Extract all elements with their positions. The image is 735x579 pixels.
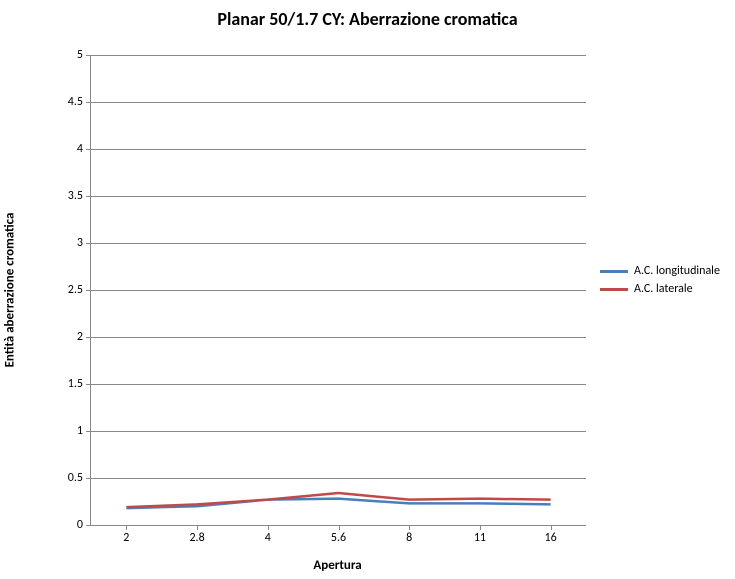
- y-tick-label: 1: [77, 424, 83, 438]
- gridline-h: [91, 102, 586, 103]
- gridline-h: [91, 243, 586, 244]
- chart-container: Planar 50/1.7 CY: Aberrazione cromatica …: [0, 0, 735, 579]
- legend: A.C. longitudinale A.C. laterale: [600, 260, 720, 300]
- chart-title: Planar 50/1.7 CY: Aberrazione cromatica: [0, 8, 735, 30]
- x-tick-mark: [197, 525, 198, 530]
- x-tick-mark: [480, 525, 481, 530]
- x-tick-mark: [339, 525, 340, 530]
- y-tick-label: 4.5: [68, 95, 83, 109]
- y-tick-mark: [86, 525, 91, 526]
- y-tick-mark: [86, 149, 91, 150]
- y-tick-mark: [86, 55, 91, 56]
- y-tick-label: 5: [77, 48, 83, 62]
- y-axis-label: Entità aberrazione cromatica: [3, 212, 18, 367]
- x-tick-label: 8: [406, 531, 412, 545]
- x-tick-label: 11: [474, 531, 486, 545]
- y-tick-mark: [86, 196, 91, 197]
- gridline-h: [91, 384, 586, 385]
- y-tick-mark: [86, 384, 91, 385]
- y-tick-mark: [86, 431, 91, 432]
- gridline-h: [91, 55, 586, 56]
- x-tick-mark: [551, 525, 552, 530]
- gridline-h: [91, 149, 586, 150]
- legend-item: A.C. laterale: [600, 282, 720, 296]
- legend-item: A.C. longitudinale: [600, 264, 720, 278]
- y-tick-label: 2: [77, 330, 83, 344]
- x-tick-mark: [126, 525, 127, 530]
- y-tick-label: 3: [77, 236, 83, 250]
- x-tick-label: 16: [545, 531, 557, 545]
- legend-swatch: [600, 288, 628, 291]
- y-tick-label: 0: [77, 518, 83, 532]
- y-tick-mark: [86, 290, 91, 291]
- gridline-h: [91, 290, 586, 291]
- plot-area: 00.511.522.533.544.5522.845.681116: [90, 55, 586, 526]
- x-tick-label: 2: [123, 531, 129, 545]
- y-tick-label: 3.5: [68, 189, 83, 203]
- y-tick-label: 0.5: [68, 471, 83, 485]
- x-tick-mark: [268, 525, 269, 530]
- y-tick-mark: [86, 337, 91, 338]
- x-tick-label: 4: [265, 531, 271, 545]
- y-tick-label: 4: [77, 142, 83, 156]
- legend-label: A.C. longitudinale: [634, 264, 720, 278]
- series-line: [126, 493, 550, 507]
- y-tick-mark: [86, 478, 91, 479]
- y-tick-mark: [86, 243, 91, 244]
- gridline-h: [91, 196, 586, 197]
- y-tick-label: 2.5: [68, 283, 83, 297]
- gridline-h: [91, 431, 586, 432]
- gridline-h: [91, 337, 586, 338]
- x-tick-label: 5.6: [331, 531, 346, 545]
- legend-label: A.C. laterale: [634, 282, 693, 296]
- x-axis-label: Apertura: [90, 558, 585, 573]
- y-tick-mark: [86, 102, 91, 103]
- gridline-h: [91, 478, 586, 479]
- x-tick-mark: [409, 525, 410, 530]
- y-tick-label: 1.5: [68, 377, 83, 391]
- legend-swatch: [600, 270, 628, 273]
- x-tick-label: 2.8: [189, 531, 204, 545]
